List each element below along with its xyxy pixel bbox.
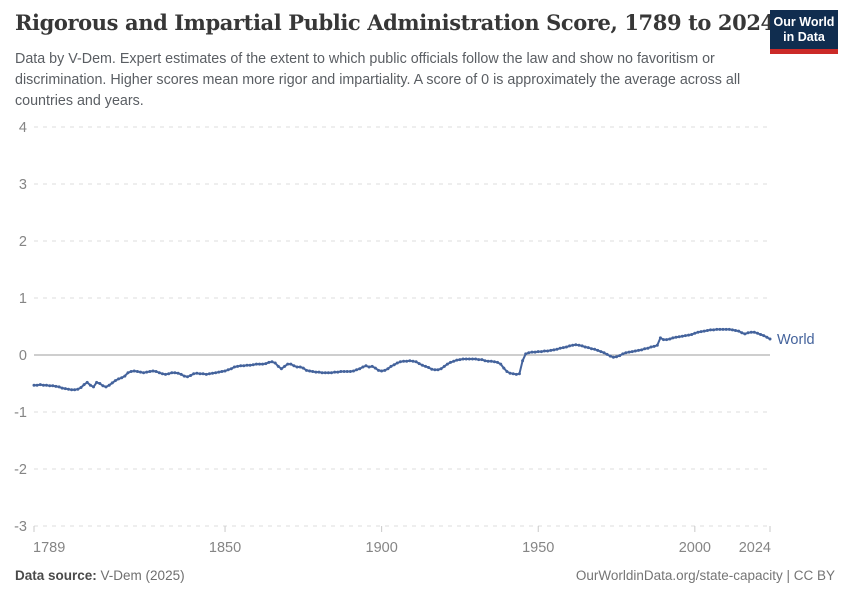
y-tick-label: -2 [14,462,27,478]
y-tick-label: 0 [19,348,27,364]
owid-logo-text: Our World in Data [770,10,838,49]
x-tick-label: 2000 [679,540,711,556]
owid-logo[interactable]: Our World in Data [770,10,838,54]
chart-footer: Data source: V-Dem (2025) OurWorldinData… [15,568,835,583]
y-tick-label: 4 [19,120,27,136]
y-tick-label: -3 [14,519,27,535]
x-tick-label: 1950 [522,540,554,556]
series-end-label: World [777,332,815,348]
y-tick-label: 1 [19,291,27,307]
y-tick-label: 2 [19,234,27,250]
credit-link[interactable]: OurWorldinData.org/state-capacity | CC B… [575,568,835,583]
y-tick-label: 3 [19,177,27,193]
data-source-label: Data source: [15,568,97,583]
data-source: Data source: V-Dem (2025) [15,568,185,583]
x-tick-label: 1900 [366,540,398,556]
x-axis: 1789 1850 1900 1950 2000 2024 [33,526,771,556]
owid-logo-line2: in Data [783,30,825,44]
owid-logo-red-bar [770,49,838,54]
owid-logo-line1: Our World [773,15,835,29]
x-tick-label: 2024 [739,540,771,556]
y-axis: 4 3 2 1 0 -1 -2 -3 [14,120,770,535]
y-tick-label: -1 [14,405,27,421]
chart-subtitle: Data by V-Dem. Expert estimates of the e… [15,51,741,109]
chart-title: Rigorous and Impartial Public Administra… [15,10,775,35]
series-world [32,327,772,392]
data-source-value: V-Dem (2025) [100,568,185,583]
x-tick-label: 1850 [209,540,241,556]
world-line [33,328,771,391]
x-tick-label: 1789 [33,540,65,556]
